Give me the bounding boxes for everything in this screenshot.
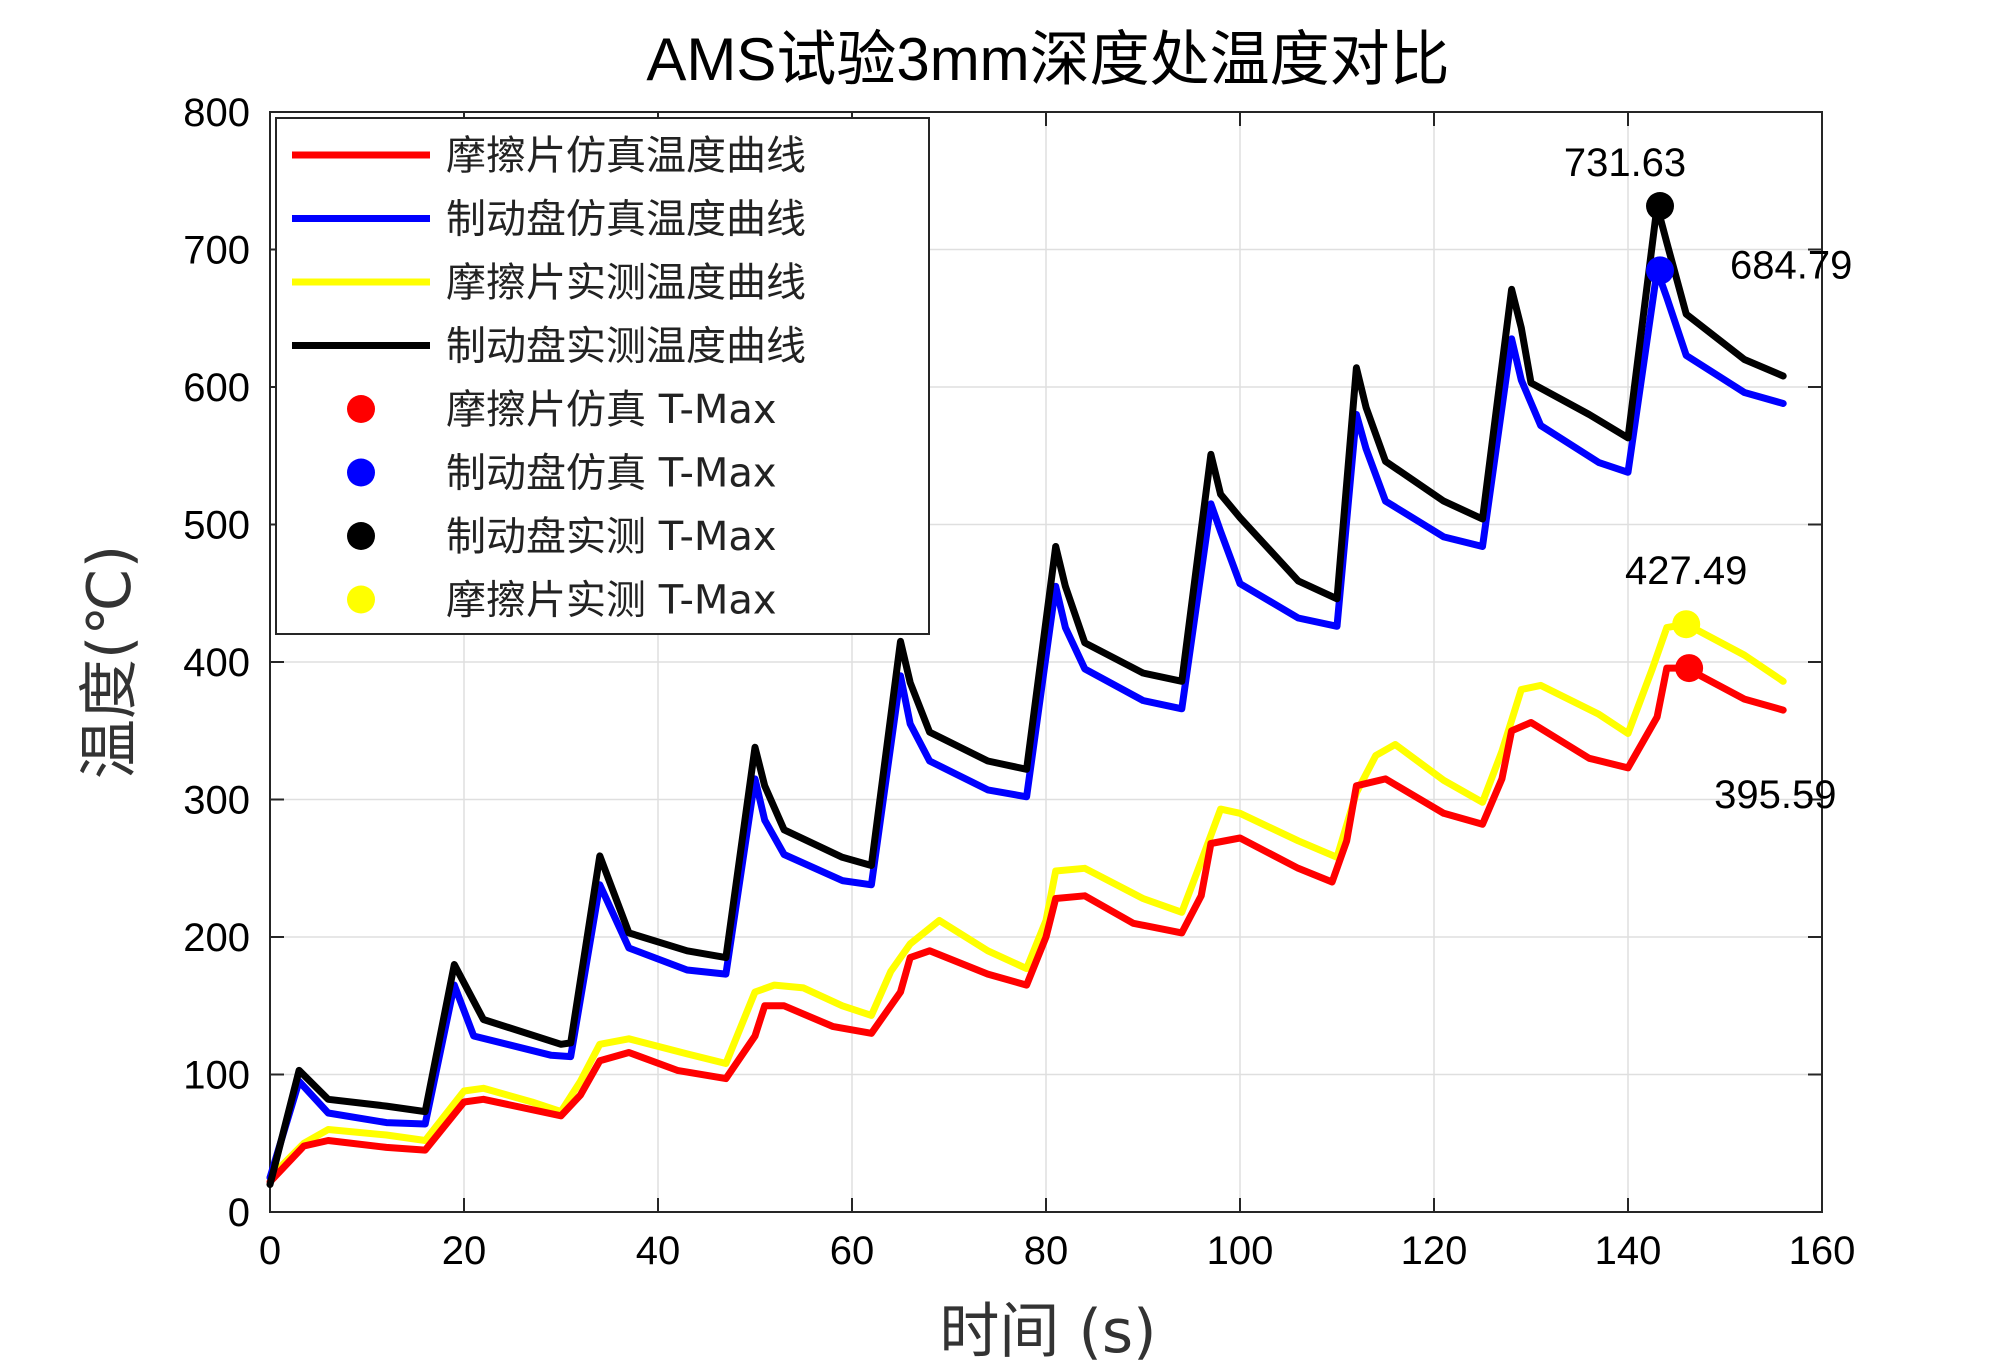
legend-box bbox=[275, 117, 930, 635]
x-tick-label: 100 bbox=[1207, 1229, 1274, 1273]
x-axis-label: 时间 (s) bbox=[939, 1297, 1156, 1367]
legend-marker-swatch bbox=[347, 458, 375, 487]
tmax-marker-3 bbox=[1672, 610, 1701, 639]
x-tick-label: 120 bbox=[1401, 1229, 1468, 1273]
legend-marker-swatch bbox=[347, 585, 375, 614]
series-line-0 bbox=[266, 664, 1787, 1186]
tmax-label-0: 395.59 bbox=[1714, 773, 1836, 817]
y-tick-label: 700 bbox=[183, 229, 250, 273]
x-tick-label: 60 bbox=[830, 1229, 875, 1273]
y-tick-label: 0 bbox=[228, 1191, 250, 1235]
tmax-marker-1 bbox=[1646, 256, 1675, 285]
chart-title: AMS试验3mm深度处温度对比 bbox=[646, 26, 1449, 93]
x-tick-label: 80 bbox=[1024, 1229, 1069, 1273]
y-tick-label: 600 bbox=[183, 366, 250, 410]
series-line-1 bbox=[266, 266, 1787, 1182]
x-tick-label: 160 bbox=[1789, 1229, 1856, 1273]
y-tick-label: 800 bbox=[183, 91, 250, 135]
y-tick-label: 500 bbox=[183, 504, 250, 548]
tmax-marker-2 bbox=[1646, 192, 1675, 221]
x-tick-label: 0 bbox=[259, 1229, 281, 1273]
y-tick-label: 100 bbox=[183, 1054, 250, 1098]
x-tick-label: 40 bbox=[636, 1229, 681, 1273]
tmax-label-3: 427.49 bbox=[1625, 549, 1747, 593]
tmax-marker-0 bbox=[1675, 654, 1704, 683]
legend-label: 制动盘仿真温度曲线 bbox=[446, 197, 806, 243]
x-tick-label: 140 bbox=[1595, 1229, 1662, 1273]
legend-label: 摩擦片实测温度曲线 bbox=[446, 260, 806, 306]
legend-marker-swatch bbox=[347, 522, 375, 550]
tmax-label-2: 731.63 bbox=[1564, 141, 1686, 185]
y-tick-label: 300 bbox=[183, 779, 250, 823]
legend-label: 摩擦片仿真温度曲线 bbox=[446, 133, 806, 179]
y-axis-label: 温度(℃) bbox=[75, 545, 145, 779]
legend-label: 摩擦片实测 T-Max bbox=[446, 578, 777, 624]
legend-label: 制动盘仿真 T-Max bbox=[446, 451, 777, 497]
legend: 摩擦片仿真温度曲线制动盘仿真温度曲线摩擦片实测温度曲线制动盘实测温度曲线摩擦片仿… bbox=[275, 117, 930, 635]
x-tick-label: 20 bbox=[442, 1229, 487, 1273]
tmax-annotations: 395.59 684.79 731.63 427.49 bbox=[1564, 141, 1853, 817]
series-line-3 bbox=[266, 202, 1787, 1188]
legend-label: 制动盘实测温度曲线 bbox=[446, 324, 806, 370]
legend-label: 摩擦片仿真 T-Max bbox=[446, 387, 777, 433]
series-lines bbox=[266, 202, 1787, 1188]
axis-ticks: 0 20 40 60 80 100 120 140 160 0 100 200 300 400 500 600… bbox=[183, 91, 1855, 1273]
legend-label: 制动盘实测 T-Max bbox=[446, 514, 777, 560]
tmax-label-1: 684.79 bbox=[1730, 243, 1852, 287]
tmax-markers bbox=[1646, 192, 1704, 683]
y-tick-label: 400 bbox=[183, 641, 250, 685]
y-tick-label: 200 bbox=[183, 916, 250, 960]
legend-marker-swatch bbox=[347, 395, 375, 423]
